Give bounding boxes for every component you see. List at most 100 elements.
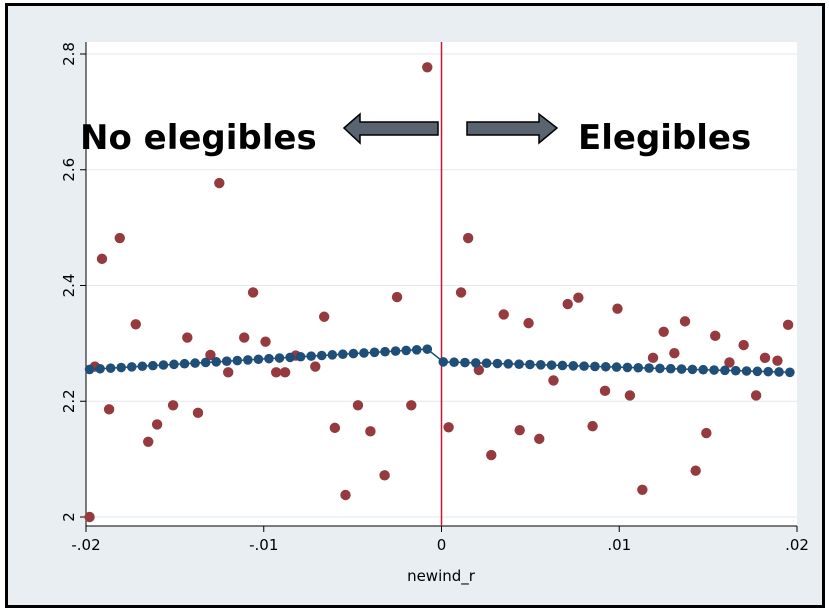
fit-point xyxy=(95,363,105,374)
left-arrow-icon xyxy=(342,112,439,145)
fit-point xyxy=(514,359,524,369)
fit-point xyxy=(644,363,654,373)
scatter-point xyxy=(143,436,154,447)
fit-point xyxy=(137,361,148,372)
right-region-label: Elegibles xyxy=(578,118,751,158)
scatter-point xyxy=(270,367,282,378)
x-tick-label: -.02 xyxy=(71,536,100,554)
y-tick-label: 2.4 xyxy=(60,274,78,298)
fit-point xyxy=(306,351,316,361)
fit-point xyxy=(359,348,369,358)
scatter-point xyxy=(151,419,163,430)
fit-point xyxy=(622,362,633,373)
fit-point xyxy=(449,357,459,368)
scatter-point xyxy=(573,292,584,303)
fit-point xyxy=(590,361,600,372)
fit-point xyxy=(579,361,589,371)
fit-point xyxy=(470,358,481,368)
scatter-point xyxy=(624,390,636,401)
fit-point xyxy=(390,346,401,356)
scatter-point xyxy=(192,407,204,419)
scatter-point xyxy=(205,349,216,361)
scatter-point xyxy=(247,287,259,298)
x-tick-label: -.01 xyxy=(249,536,278,554)
scatter-point xyxy=(406,400,417,411)
scatter-point xyxy=(462,232,474,244)
fit-point xyxy=(535,360,546,370)
fit-point xyxy=(116,362,127,373)
fit-point xyxy=(369,347,380,358)
y-tick-label: 2 xyxy=(60,512,78,522)
scatter-point xyxy=(772,355,783,366)
fit-point xyxy=(665,363,676,374)
fit-point xyxy=(348,348,359,359)
scatter-point xyxy=(379,470,390,481)
scatter-point xyxy=(365,426,376,437)
fit-point xyxy=(438,357,449,367)
fit-point xyxy=(158,360,169,370)
fit-point xyxy=(295,351,306,362)
fit-point xyxy=(84,364,95,375)
scatter-point xyxy=(260,336,271,347)
fit-point xyxy=(460,357,470,368)
scatter-point xyxy=(658,326,669,337)
scatter-point xyxy=(599,385,611,397)
fit-point xyxy=(411,344,422,355)
scatter-point xyxy=(238,332,250,343)
fit-point xyxy=(720,365,730,376)
fit-point xyxy=(232,355,243,366)
scatter-point xyxy=(647,352,659,364)
y-tick-label: 2.2 xyxy=(60,389,78,413)
x-tick-label: .01 xyxy=(607,536,631,554)
fit-point xyxy=(221,356,232,366)
scatter-point xyxy=(223,367,234,378)
fit-point xyxy=(611,362,622,372)
scatter-point xyxy=(738,339,749,351)
fit-point xyxy=(763,366,774,377)
scatter-point xyxy=(422,62,433,73)
left-region-label: No elegibles xyxy=(80,118,317,158)
scatter-point xyxy=(562,298,573,310)
scatter-point xyxy=(637,484,648,495)
scatter-point xyxy=(279,367,291,378)
fit-point xyxy=(698,364,709,375)
fit-point xyxy=(752,366,763,377)
chart-svg: 2 2.2 2.4 2.6 2.8 -.02 -.01 0 .01 .02 No elegible… xyxy=(60,42,809,586)
fit-point xyxy=(676,364,687,374)
fit-point xyxy=(105,363,116,373)
fit-point xyxy=(687,364,698,375)
fit-point xyxy=(148,360,158,371)
fit-point xyxy=(179,358,190,369)
fit-point xyxy=(492,358,503,369)
scatter-point xyxy=(329,422,341,434)
scatter-point xyxy=(514,424,525,436)
fit-point xyxy=(546,360,557,370)
scatter-point xyxy=(759,352,771,364)
scatter-point xyxy=(130,319,141,330)
x-axis-title: newind_r xyxy=(407,567,476,586)
fit-point xyxy=(525,359,535,370)
fit-point xyxy=(785,367,795,378)
scatter-point xyxy=(455,287,467,298)
annotation-layer: No elegibles Elegibles xyxy=(80,112,751,158)
fit-point xyxy=(285,352,295,363)
fit-point xyxy=(730,365,741,376)
fit-point xyxy=(600,361,611,372)
chart-frame: 2 2.2 2.4 2.6 2.8 -.02 -.01 0 .01 .02 No elegible… xyxy=(5,3,825,608)
fit-point xyxy=(200,357,211,368)
scatter-point xyxy=(352,400,364,411)
fit-point xyxy=(338,349,348,360)
scatter-point xyxy=(340,489,351,501)
scatter-point xyxy=(587,420,598,432)
scatter-point xyxy=(669,348,680,359)
fit-point xyxy=(253,354,264,365)
scatter-point xyxy=(679,316,691,327)
x-tick-label: .02 xyxy=(785,536,809,554)
fit-point xyxy=(481,358,492,368)
right-arrow-icon xyxy=(466,112,559,145)
fit-point xyxy=(316,350,327,361)
scatter-point xyxy=(498,309,509,320)
scatter-point xyxy=(523,317,534,329)
scatter-point xyxy=(782,319,794,331)
y-tick-label: 2.6 xyxy=(60,158,78,182)
